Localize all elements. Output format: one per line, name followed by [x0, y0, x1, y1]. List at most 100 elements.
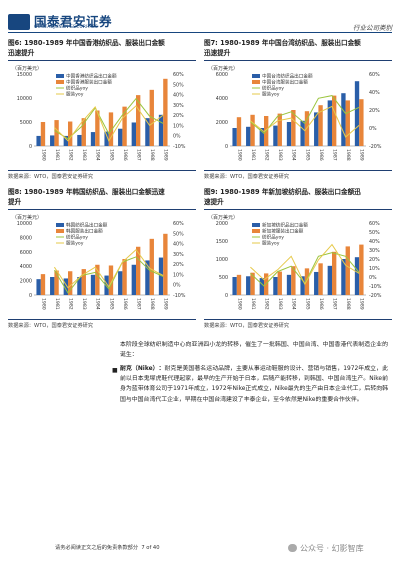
x-tick-label: 1989 [163, 149, 169, 161]
legend-swatch [56, 223, 64, 227]
bar [354, 257, 360, 295]
y2-tick-label: 60% [369, 72, 380, 78]
bar [145, 260, 150, 295]
y2-tick-label: 0% [369, 275, 377, 281]
x-tick-label: 1984 [95, 298, 101, 310]
unit-label: （百万美元） [12, 214, 42, 221]
bar [108, 112, 114, 146]
fig8-chart: （百万美元） 0 2000 4000 6000 8000 10000 -10% 0% 10% 20%… [12, 214, 186, 310]
fig7-rule [204, 60, 392, 61]
bar [163, 233, 168, 295]
y2-tick-label: 20% [369, 257, 380, 263]
bar [291, 110, 296, 146]
x-tick-label: 1982 [264, 298, 270, 310]
x-tick-label: 1989 [359, 298, 365, 310]
fig8-source: 数据来源：WTO，国泰君安证券研究 [8, 323, 94, 329]
x-tick-label: 1984 [291, 149, 297, 161]
y-tick-label: 6000 [20, 250, 32, 256]
bar [273, 277, 278, 295]
legend-swatch [56, 229, 64, 233]
x-tick-label: 1989 [359, 149, 365, 161]
legend-label: 纺织品yoy [262, 234, 284, 241]
x-tick-label: 1980 [236, 298, 242, 310]
fig6-title-line2: 迅速提升 [8, 49, 35, 57]
x-tick-label: 1986 [318, 298, 324, 310]
bar [104, 275, 109, 295]
y2-tick-label: -10% [369, 284, 382, 290]
y-tick-label: 500 [219, 275, 228, 281]
x-tick-label: 1982 [264, 149, 270, 161]
bar [314, 271, 319, 295]
x-tick-label: 1983 [81, 298, 87, 310]
legend-label: 新加坡服装出口金额 [262, 228, 304, 235]
bar [332, 95, 337, 146]
y2-tick-label: 60% [173, 221, 184, 227]
company-name-en: GUOTAI JUNAN SECURITIES [34, 25, 98, 30]
watermark: 公众号 · 幻影智库 [300, 544, 364, 553]
y-tick-label: 2000 [216, 221, 228, 227]
fig6-title: 图6: 1980-1989 年中国香港纺织品、服装出口金额 迅速提升 [8, 38, 196, 58]
bar [81, 118, 86, 146]
legend-label: 纺织品yoy [66, 85, 88, 92]
x-tick-label: 1980 [236, 149, 242, 161]
bar [286, 274, 292, 295]
bar [359, 99, 364, 146]
bar [277, 271, 282, 295]
bar [122, 259, 127, 295]
fig8-title-line2: 提升 [8, 198, 22, 206]
bar [250, 114, 255, 146]
bar [68, 271, 73, 295]
bar [286, 122, 292, 146]
x-tick-label: 1986 [318, 149, 324, 161]
y2-tick-label: 20% [173, 113, 184, 119]
x-tick-label: 1983 [81, 149, 87, 161]
bar [50, 135, 55, 146]
y2-tick-label: 50% [369, 230, 380, 236]
fig8-rule-bottom [8, 319, 196, 320]
bar [354, 81, 360, 146]
x-tick-label: 1987 [136, 149, 142, 161]
fig7-chart: （百万美元） 0 2000 4000 6000 -20% 0% 20% 40% 60% 1980 19… [208, 65, 382, 161]
bullet-icon: ■ [112, 367, 118, 374]
bar [300, 120, 305, 146]
y-tick-label: 5000 [20, 120, 32, 126]
y2-tick-label: 20% [173, 262, 184, 268]
fig9-rule [204, 209, 392, 210]
bar [259, 278, 264, 295]
fig6-chart: （百万美元） 0 5000 10000 15000 -10% 0% 10% 20% 30% 40% 5… [12, 65, 186, 161]
page-number: 7 of 40 [141, 545, 160, 551]
bar [158, 257, 164, 295]
fig9-title-line1: 图9: 1980-1989 年新加坡纺织品、服装出口金额迅 [204, 188, 361, 196]
bar [236, 274, 242, 295]
bar [345, 246, 350, 295]
bar [341, 259, 346, 295]
fig9-source: 数据来源：WTO，国泰君安证券研究 [204, 323, 290, 329]
legend-swatch [252, 223, 260, 227]
bar [250, 272, 255, 295]
fig6-rule [8, 60, 196, 61]
x-tick-label: 1985 [108, 149, 114, 161]
fig9-chart: （百万美元） 0 500 1000 1500 2000 -20% -10% 0% 10% 20% 30… [208, 214, 382, 310]
y-tick-label: 4000 [216, 96, 228, 102]
fig6-rule-bottom [8, 170, 196, 171]
y-tick-label: 8000 [20, 235, 32, 241]
y-tick-label: 0 [29, 293, 32, 299]
bar [81, 269, 86, 295]
y2-tick-label: -20% [369, 144, 382, 150]
fig8-title: 图8: 1980-1989 年韩国纺织品、服装出口金额迅速 提升 [8, 187, 196, 207]
y2-tick-label: 30% [369, 248, 380, 254]
y2-tick-label: 40% [369, 239, 380, 245]
x-tick-label: 1984 [291, 298, 297, 310]
report-type: 行业公司类别 [353, 24, 392, 32]
y2-tick-label: 40% [173, 93, 184, 99]
legend-swatch [252, 229, 260, 233]
x-tick-label: 1985 [304, 149, 310, 161]
x-tick-label: 1988 [345, 149, 351, 161]
footer-disclaimer: 请务必阅读正文之后的免责条款部分 7 of 40 [55, 544, 160, 551]
series-line [54, 105, 164, 143]
y2-tick-label: 30% [173, 103, 184, 109]
bar [236, 117, 242, 146]
legend-swatch [252, 80, 260, 84]
bar [131, 122, 136, 146]
y-tick-label: 10000 [17, 221, 32, 227]
